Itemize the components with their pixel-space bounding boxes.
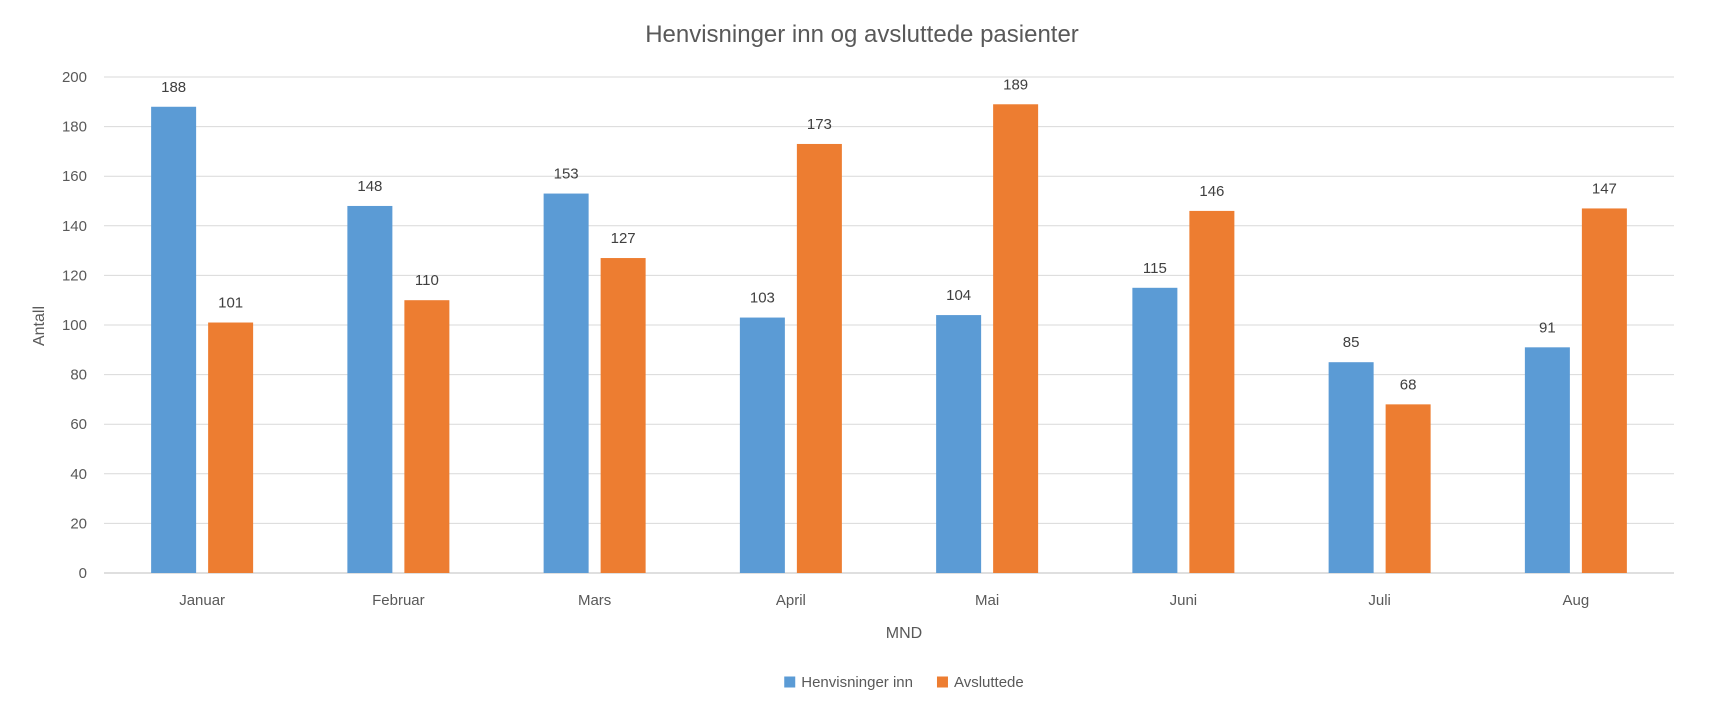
bar (151, 106, 197, 573)
bar (1189, 210, 1235, 574)
bar (1385, 404, 1431, 573)
y-tick-label: 120 (62, 267, 87, 284)
y-tick-label: 160 (62, 168, 87, 185)
y-tick-label: 100 (62, 317, 87, 334)
bars (151, 104, 1627, 574)
legend-label: Avsluttede (954, 674, 1024, 691)
y-tick-label: 200 (62, 69, 87, 86)
data-label: 127 (611, 230, 636, 247)
bar (796, 143, 842, 573)
bar (993, 104, 1039, 573)
legend-swatch (936, 676, 948, 688)
y-tick-label: 180 (62, 119, 87, 136)
legend-swatch (784, 676, 796, 688)
bar (208, 322, 254, 573)
data-label: 85 (1343, 334, 1360, 351)
bar (543, 193, 589, 573)
data-label: 188 (161, 79, 186, 96)
x-tick-label: April (776, 592, 806, 609)
x-tick-label: Mai (975, 592, 999, 609)
gridlines (104, 76, 1674, 574)
data-label: 101 (218, 295, 243, 312)
y-tick-label: 60 (70, 416, 87, 433)
bar (936, 315, 982, 573)
bar (404, 300, 450, 573)
bar (600, 258, 646, 573)
data-label: 91 (1539, 319, 1556, 336)
y-tick-label: 80 (70, 367, 87, 384)
legend: Henvisninger inn Avsluttede (784, 674, 1024, 691)
bar (1581, 208, 1627, 573)
x-tick-label: Januar (179, 592, 225, 609)
x-tick-label: Mars (578, 592, 611, 609)
data-label: 153 (554, 166, 579, 183)
data-label: 147 (1592, 180, 1617, 197)
bar (1132, 287, 1178, 573)
legend-item: Henvisninger inn (784, 674, 913, 691)
data-label: 104 (946, 287, 971, 304)
data-labels: 188 101 148 110 153 127 103 173 104 189 115 146 85 68… (161, 76, 1617, 393)
y-tick-label: 20 (70, 515, 87, 532)
data-label: 110 (415, 272, 439, 289)
data-label: 148 (357, 178, 382, 195)
y-tick-label: 0 (79, 565, 87, 582)
x-tick-label: Juli (1368, 592, 1391, 609)
data-label: 189 (1003, 76, 1028, 93)
bar (347, 205, 393, 573)
x-axis-ticks: Januar Februar Mars April Mai Juni Juli Aug (179, 592, 1589, 609)
y-tick-label: 40 (70, 466, 87, 483)
x-axis-label: MND (886, 625, 922, 642)
bar (1328, 362, 1374, 573)
data-label: 173 (807, 116, 832, 133)
bar (1524, 347, 1570, 573)
x-tick-label: Februar (372, 592, 425, 609)
legend-label: Henvisninger inn (801, 674, 913, 691)
data-label: 68 (1400, 376, 1417, 393)
y-axis-label: Antall (31, 306, 48, 346)
data-label: 146 (1199, 183, 1224, 200)
legend-item: Avsluttede (936, 674, 1024, 691)
y-tick-label: 140 (62, 218, 87, 235)
x-tick-label: Aug (1563, 592, 1590, 609)
x-tick-label: Juni (1170, 592, 1198, 609)
data-label: 115 (1143, 260, 1167, 277)
y-axis-ticks: 0 20 40 60 80 100 120 140 160 180 200 (62, 69, 87, 582)
chart-title: Henvisninger inn og avsluttede pasienter (645, 21, 1079, 48)
data-label: 103 (750, 290, 775, 307)
bar (739, 317, 785, 573)
